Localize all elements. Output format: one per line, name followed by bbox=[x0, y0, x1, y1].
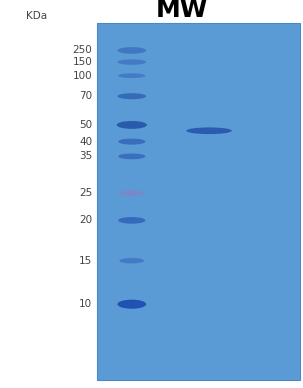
Ellipse shape bbox=[186, 127, 232, 134]
Ellipse shape bbox=[118, 217, 145, 224]
Text: 100: 100 bbox=[73, 71, 92, 81]
Ellipse shape bbox=[118, 73, 145, 78]
Ellipse shape bbox=[118, 300, 146, 309]
Ellipse shape bbox=[118, 139, 145, 145]
FancyBboxPatch shape bbox=[97, 23, 300, 380]
Text: 40: 40 bbox=[79, 137, 92, 147]
Ellipse shape bbox=[119, 190, 144, 196]
Text: 15: 15 bbox=[79, 256, 92, 266]
Text: 250: 250 bbox=[73, 45, 92, 55]
Text: 25: 25 bbox=[79, 188, 92, 198]
Ellipse shape bbox=[118, 154, 145, 159]
Ellipse shape bbox=[117, 121, 147, 129]
Ellipse shape bbox=[119, 258, 144, 263]
Text: KDa: KDa bbox=[26, 11, 47, 21]
Ellipse shape bbox=[118, 47, 146, 54]
Text: 150: 150 bbox=[73, 57, 92, 67]
Text: 70: 70 bbox=[79, 91, 92, 101]
Text: 20: 20 bbox=[79, 215, 92, 225]
Text: MW: MW bbox=[156, 0, 208, 22]
Ellipse shape bbox=[118, 59, 146, 65]
Text: 10: 10 bbox=[79, 299, 92, 309]
Text: 50: 50 bbox=[79, 120, 92, 130]
Ellipse shape bbox=[118, 93, 146, 99]
Text: 35: 35 bbox=[79, 151, 92, 161]
